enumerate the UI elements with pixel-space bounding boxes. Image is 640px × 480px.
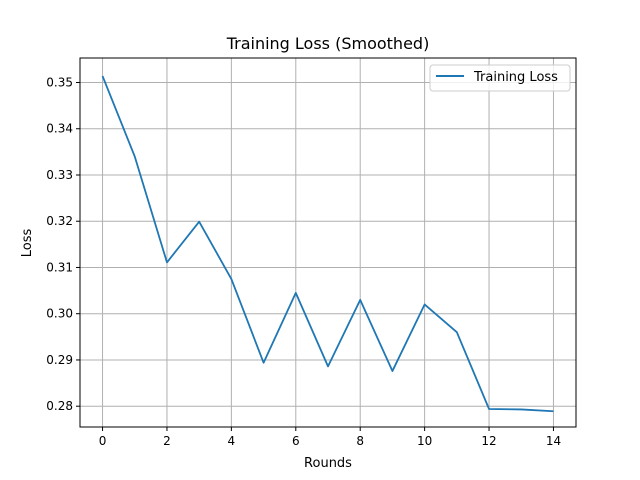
x-axis-label: Rounds xyxy=(304,456,352,471)
y-tick-label: 0.30 xyxy=(46,307,73,321)
legend-label: Training Loss xyxy=(473,70,558,85)
y-axis-label: Loss xyxy=(20,229,35,258)
y-tick-label: 0.29 xyxy=(46,353,73,367)
y-tick-label: 0.32 xyxy=(46,214,73,228)
chart-title: Training Loss (Smoothed) xyxy=(226,34,430,53)
x-tick-label: 12 xyxy=(481,434,496,448)
x-tick-label: 2 xyxy=(163,434,171,448)
series-layer xyxy=(101,75,554,413)
x-tick-label: 10 xyxy=(417,434,432,448)
x-tick-label: 0 xyxy=(99,434,107,448)
ticks: 0 2 4 6 8 10 12 14 0.28 0.29 0.30 0.31 0.32 0.33 0.34 0… xyxy=(46,76,561,448)
x-tick-label: 8 xyxy=(356,434,364,448)
grid xyxy=(80,58,576,427)
y-tick-label: 0.34 xyxy=(46,122,73,136)
legend-box xyxy=(429,64,571,92)
x-tick-label: 14 xyxy=(546,434,561,448)
plot-frame xyxy=(79,57,577,428)
legend: Training Loss xyxy=(429,64,571,92)
y-tick-label: 0.28 xyxy=(46,399,73,413)
y-tick-label: 0.33 xyxy=(46,168,73,182)
x-tick-label: 4 xyxy=(228,434,236,448)
series-line-training-loss xyxy=(101,75,554,413)
y-tick-label: 0.35 xyxy=(46,76,73,90)
y-tick-label: 0.31 xyxy=(46,260,73,274)
x-tick-label: 6 xyxy=(292,434,300,448)
